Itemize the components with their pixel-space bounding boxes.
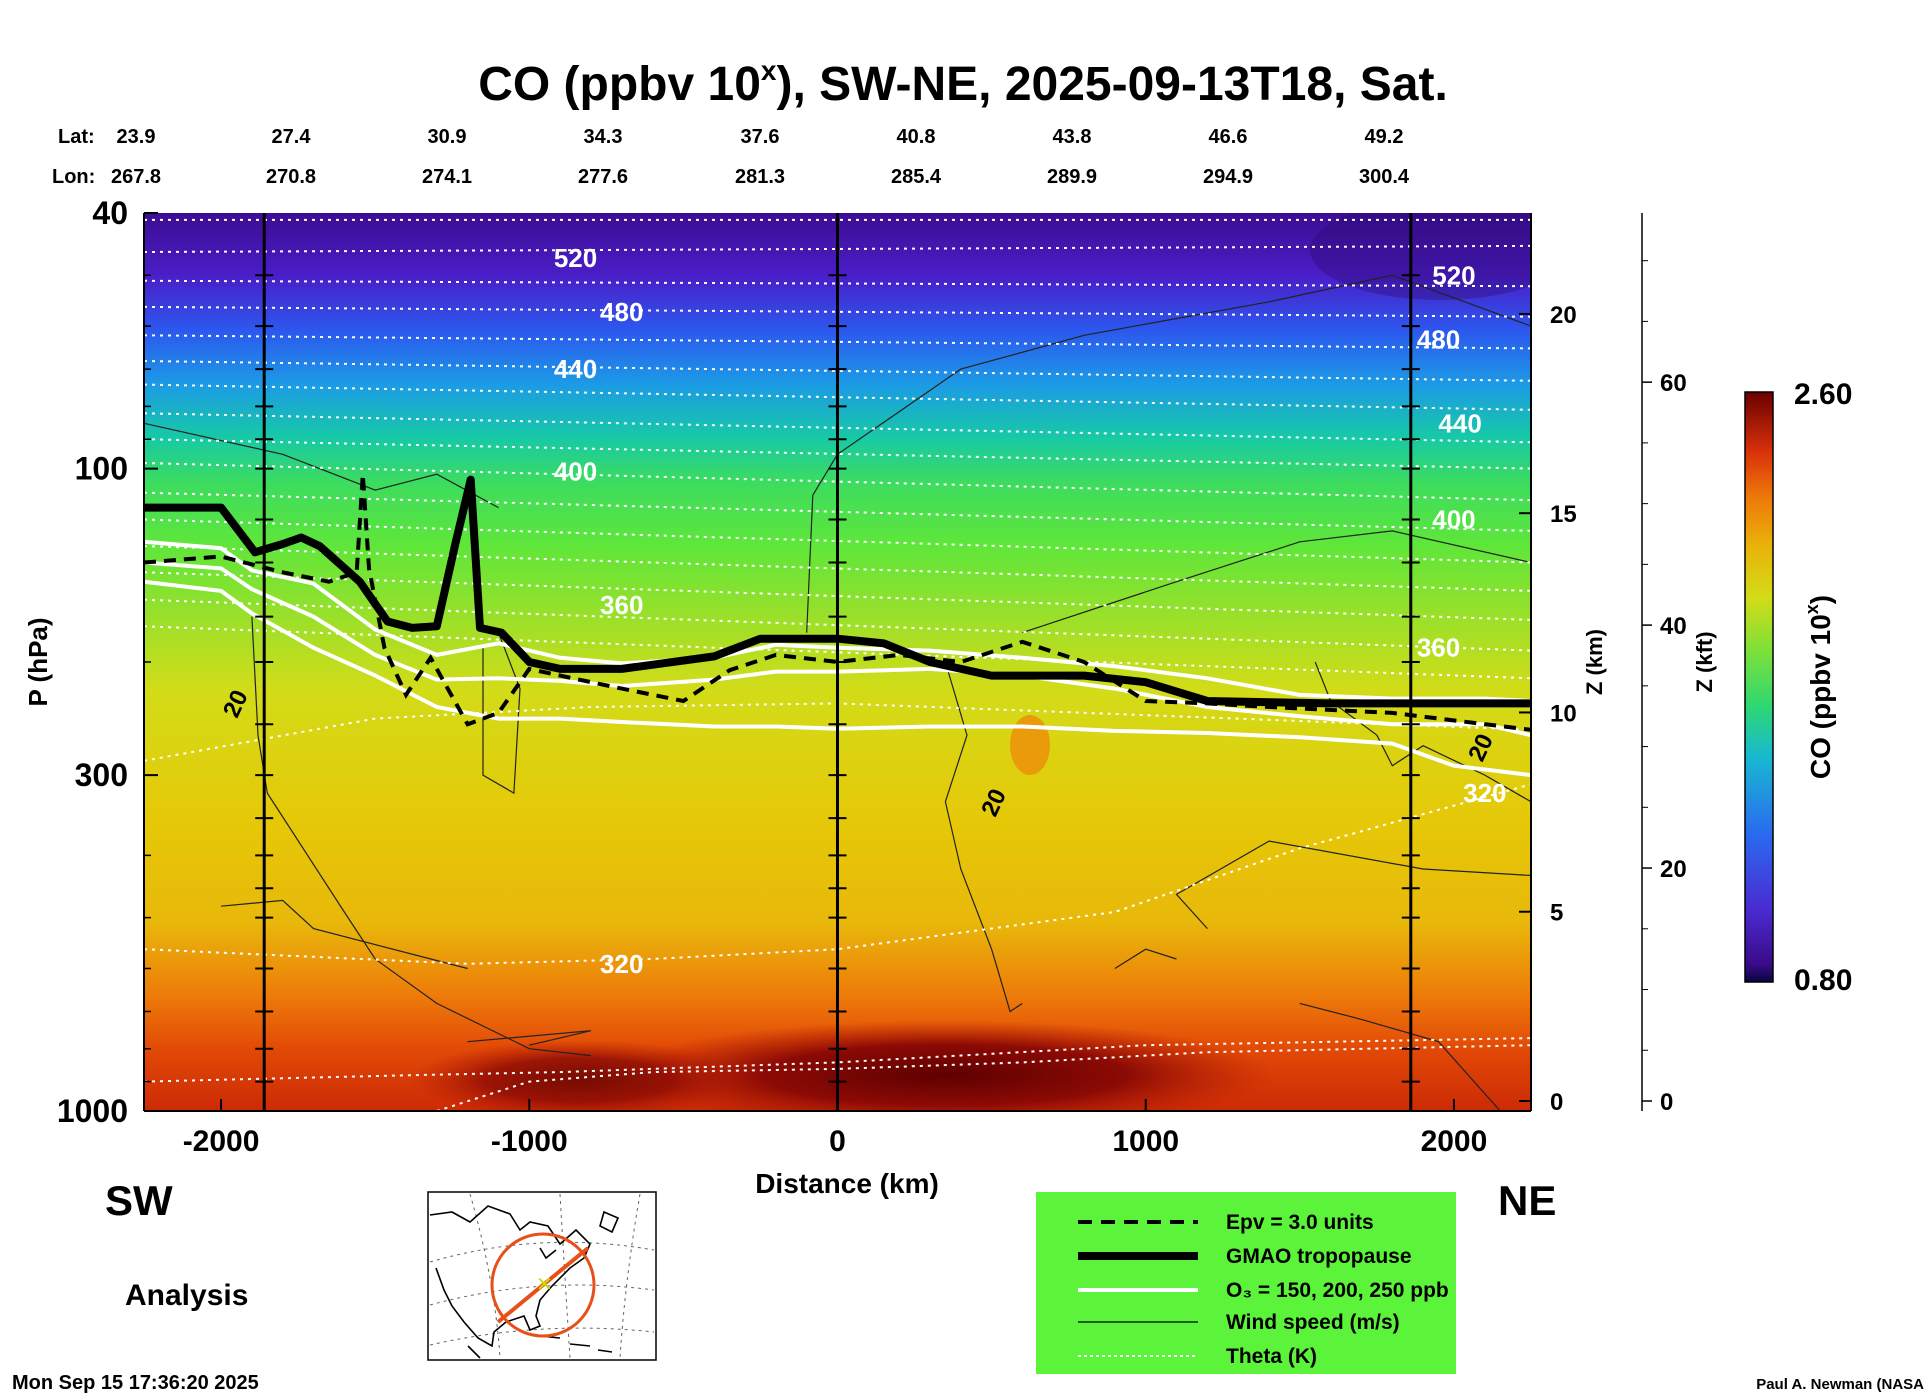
- x-tick-label: 1000: [1112, 1125, 1179, 1158]
- p-tick-label: 100: [75, 451, 128, 487]
- colorbar-label: CO (ppbv 10x): [1802, 595, 1836, 779]
- lon-value: 270.8: [266, 166, 316, 188]
- legend-tropopause: GMAO tropopause: [1226, 1245, 1412, 1268]
- theta-contours: [144, 218, 1531, 1111]
- theta-contour: [436, 1044, 1531, 1111]
- lon-value: 294.9: [1203, 166, 1253, 188]
- lat-value: 37.6: [741, 126, 780, 148]
- lat-value: 49.2: [1365, 126, 1404, 148]
- theta-label: 400: [554, 456, 597, 486]
- z-kft-tick-label: 60: [1660, 370, 1687, 397]
- theta-label: 360: [1417, 633, 1460, 663]
- lon-value: 277.6: [578, 166, 628, 188]
- x-tick-label: 2000: [1421, 1125, 1488, 1158]
- theta-label: 440: [1438, 408, 1481, 438]
- p-tick-label: 300: [75, 757, 128, 793]
- legend-epv: Epv = 3.0 units: [1226, 1211, 1374, 1234]
- x-axis-ticks: -2000 -1000 0 1000 2000: [183, 1099, 1488, 1158]
- theta-label: 520: [554, 243, 597, 273]
- z-kft-label: Z (kft): [1692, 631, 1717, 692]
- lat-label: Lat:: [58, 126, 95, 148]
- co-field: [144, 213, 1531, 1111]
- lon-value: 281.3: [735, 166, 785, 188]
- lon-value: 289.9: [1047, 166, 1097, 188]
- z-km-tick-label: 20: [1550, 302, 1577, 329]
- z-kft-tick-label: 20: [1660, 856, 1687, 883]
- colorbar: [1744, 391, 1774, 983]
- z-kft-tick-label: 40: [1660, 613, 1687, 640]
- p-tick-label: 40: [92, 195, 128, 231]
- pressure-axis-ticks: 40 100 300 1000: [57, 195, 158, 1129]
- z-km-label: Z (km): [1582, 629, 1607, 695]
- svg-text:✕: ✕: [536, 1272, 553, 1296]
- lon-value: 300.4: [1359, 166, 1410, 188]
- lon-value: 267.8: [111, 166, 161, 188]
- theta-contour: [144, 783, 1531, 965]
- legend-theta: Theta (K): [1226, 1345, 1317, 1368]
- z-km-tick-label: 0: [1550, 1089, 1563, 1116]
- legend-wind: Wind speed (m/s): [1226, 1311, 1400, 1334]
- theta-label: 320: [600, 949, 643, 979]
- colorbar-min: 0.80: [1794, 964, 1852, 997]
- x-tick-label: -1000: [491, 1125, 568, 1158]
- legend: Epv = 3.0 units GMAO tropopause O₃ = 150…: [1036, 1192, 1456, 1374]
- theta-label: 400: [1432, 504, 1475, 534]
- lat-lon-markers: [255, 213, 1420, 1111]
- theta-label: 480: [600, 297, 643, 327]
- legend-ozone: O₃ = 150, 200, 250 ppb: [1226, 1279, 1449, 1302]
- x-axis-label: Distance (km): [755, 1168, 939, 1199]
- timestamp: Mon Sep 15 17:36:20 2025: [12, 1372, 259, 1394]
- ozone-200-line: [144, 560, 1531, 738]
- x-tick-label: -2000: [183, 1125, 260, 1158]
- z-km-tick-label: 5: [1550, 900, 1563, 927]
- theta-label: 320: [1463, 778, 1506, 808]
- lat-value: 43.8: [1053, 126, 1092, 148]
- inset-map: ✕: [427, 1191, 657, 1361]
- direction-right: NE: [1498, 1177, 1556, 1224]
- lat-value: 23.9: [117, 126, 156, 148]
- z-km-axis-ticks: 0 5 10 15 20: [1519, 302, 1577, 1116]
- theta-label: 480: [1417, 325, 1460, 355]
- y-axis-label: P (hPa): [23, 617, 53, 706]
- lon-label: Lon:: [52, 166, 95, 188]
- z-km-tick-label: 10: [1550, 700, 1577, 727]
- wind-speed-contours: [144, 274, 1531, 1111]
- z-kft-axis: 0 20 40 60: [1641, 213, 1687, 1116]
- ozone-250-line: [144, 579, 1531, 778]
- theta-label: 520: [1432, 260, 1475, 290]
- tropopause-line: [144, 475, 1531, 708]
- z-km-tick-label: 15: [1550, 501, 1577, 528]
- x-tick-label: 0: [829, 1125, 846, 1158]
- lat-value: 46.6: [1209, 126, 1248, 148]
- lat-value: 34.3: [584, 126, 623, 148]
- analysis-label: Analysis: [125, 1279, 248, 1312]
- theta-label: 440: [554, 354, 597, 384]
- ozone-150-line: [144, 539, 1531, 703]
- lat-value: 30.9: [428, 126, 467, 148]
- z-kft-tick-label: 0: [1660, 1089, 1673, 1116]
- colorbar-max: 2.60: [1794, 378, 1852, 411]
- lat-value: 40.8: [897, 126, 936, 148]
- lon-value: 274.1: [422, 166, 472, 188]
- credit: Paul A. Newman (NASA: [1756, 1376, 1924, 1393]
- lon-value: 285.4: [891, 166, 942, 188]
- theta-contour: [144, 702, 1531, 762]
- theta-contour: [144, 1037, 1531, 1083]
- theta-label: 360: [600, 590, 643, 620]
- lat-value: 27.4: [272, 126, 312, 148]
- direction-left: SW: [105, 1177, 173, 1224]
- p-tick-label: 1000: [57, 1093, 128, 1129]
- chart-title: CO (ppbv 10x), SW-NE, 2025-09-13T18, Sat…: [478, 55, 1448, 111]
